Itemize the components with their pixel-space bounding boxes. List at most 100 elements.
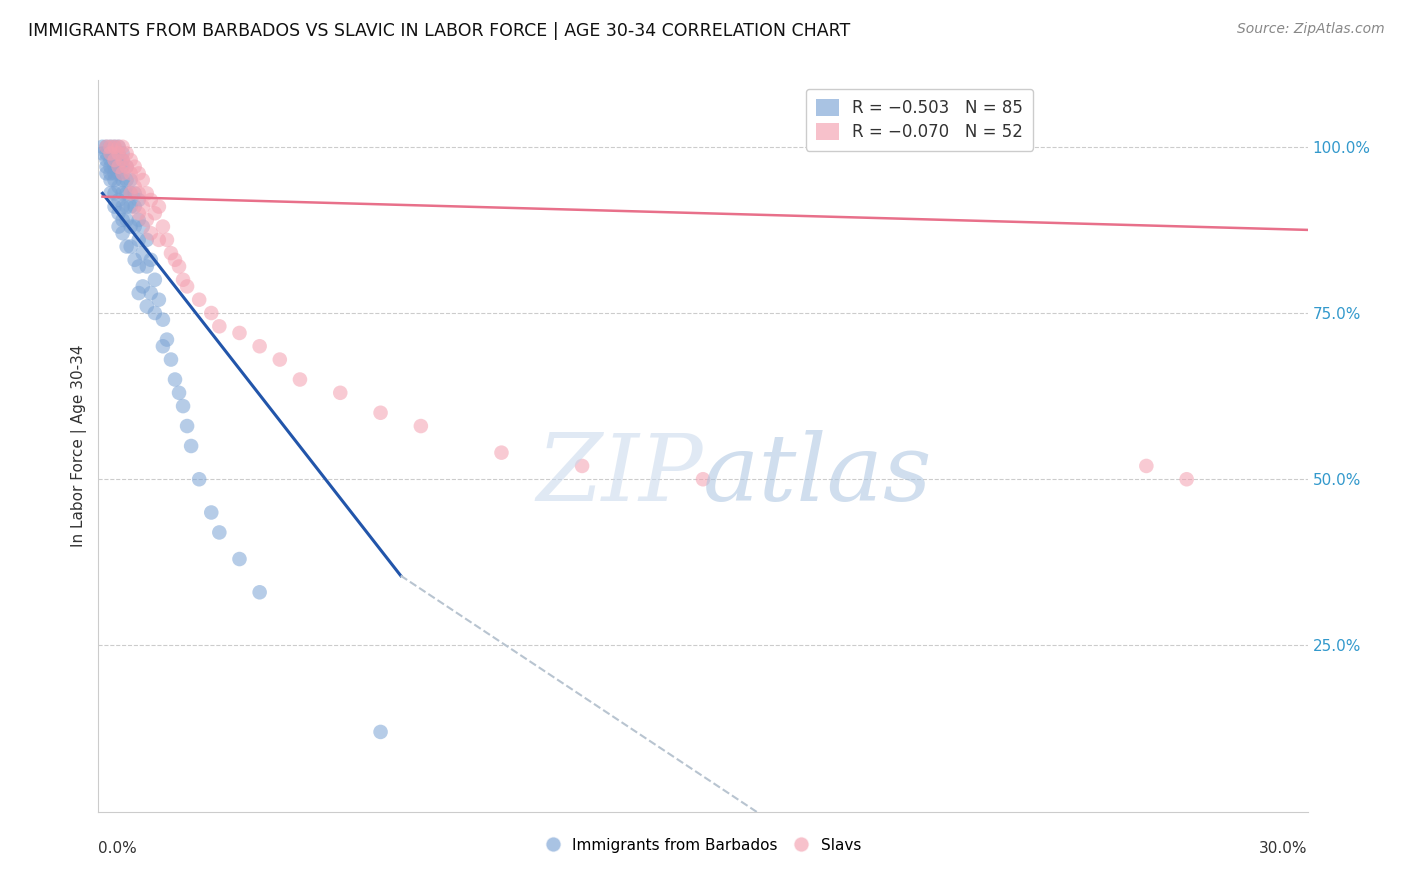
Point xyxy=(148,200,170,214)
Point xyxy=(91,146,114,161)
Point xyxy=(200,506,222,520)
Point xyxy=(115,213,138,227)
Point xyxy=(96,153,118,167)
Point xyxy=(107,206,129,220)
Point xyxy=(128,233,150,247)
Point xyxy=(132,200,155,214)
Point xyxy=(111,200,134,214)
Point xyxy=(124,252,146,267)
Point xyxy=(107,166,129,180)
Point xyxy=(139,252,162,267)
Point xyxy=(491,445,513,459)
Point xyxy=(107,160,129,174)
Point xyxy=(228,552,250,566)
Point xyxy=(135,186,157,201)
Point xyxy=(571,458,593,473)
Point xyxy=(124,160,146,174)
Point xyxy=(288,372,311,386)
Text: ZIP: ZIP xyxy=(536,430,703,520)
Point xyxy=(107,153,129,167)
Point xyxy=(103,146,125,161)
Point xyxy=(111,166,134,180)
Point xyxy=(115,146,138,161)
Point xyxy=(96,160,118,174)
Point xyxy=(148,233,170,247)
Point xyxy=(120,219,142,234)
Point xyxy=(120,153,142,167)
Point xyxy=(120,186,142,201)
Point xyxy=(111,153,134,167)
Point xyxy=(115,200,138,214)
Point xyxy=(128,286,150,301)
Point xyxy=(135,233,157,247)
Point xyxy=(156,333,179,347)
Point xyxy=(124,179,146,194)
Point xyxy=(1175,472,1198,486)
Point xyxy=(163,252,186,267)
Point xyxy=(128,260,150,274)
Point xyxy=(100,146,122,161)
Point xyxy=(329,385,352,400)
Point xyxy=(132,219,155,234)
Point xyxy=(124,200,146,214)
Point xyxy=(249,339,271,353)
Point xyxy=(124,186,146,201)
Point xyxy=(692,472,714,486)
Point xyxy=(103,153,125,167)
Point xyxy=(188,472,211,486)
Point xyxy=(228,326,250,340)
Point xyxy=(249,585,271,599)
Point xyxy=(100,186,122,201)
Point xyxy=(107,219,129,234)
Point xyxy=(143,306,166,320)
Point xyxy=(115,186,138,201)
Point xyxy=(143,206,166,220)
Point xyxy=(103,186,125,201)
Point xyxy=(128,193,150,207)
Point xyxy=(160,246,183,260)
Point xyxy=(120,166,142,180)
Point xyxy=(100,140,122,154)
Text: Source: ZipAtlas.com: Source: ZipAtlas.com xyxy=(1237,22,1385,37)
Point xyxy=(135,299,157,313)
Point xyxy=(107,193,129,207)
Point xyxy=(96,140,118,154)
Point xyxy=(132,246,155,260)
Point xyxy=(132,279,155,293)
Point xyxy=(200,306,222,320)
Point xyxy=(135,213,157,227)
Point xyxy=(172,273,194,287)
Point xyxy=(107,140,129,154)
Point xyxy=(115,239,138,253)
Point xyxy=(124,219,146,234)
Point xyxy=(148,293,170,307)
Point xyxy=(91,140,114,154)
Point xyxy=(107,146,129,161)
Point xyxy=(103,160,125,174)
Point xyxy=(167,385,190,400)
Point xyxy=(208,525,231,540)
Point xyxy=(160,352,183,367)
Point xyxy=(269,352,291,367)
Point xyxy=(103,140,125,154)
Point xyxy=(111,213,134,227)
Point xyxy=(103,200,125,214)
Point xyxy=(100,166,122,180)
Point xyxy=(103,153,125,167)
Point xyxy=(111,153,134,167)
Text: 0.0%: 0.0% xyxy=(98,841,138,856)
Point xyxy=(107,179,129,194)
Point xyxy=(167,260,190,274)
Point xyxy=(156,233,179,247)
Point xyxy=(370,406,392,420)
Point xyxy=(96,166,118,180)
Point xyxy=(115,160,138,174)
Point xyxy=(176,279,198,293)
Point xyxy=(176,419,198,434)
Point xyxy=(1135,458,1157,473)
Point xyxy=(107,140,129,154)
Point xyxy=(172,399,194,413)
Point xyxy=(152,312,174,326)
Point xyxy=(163,372,186,386)
Text: atlas: atlas xyxy=(703,430,932,520)
